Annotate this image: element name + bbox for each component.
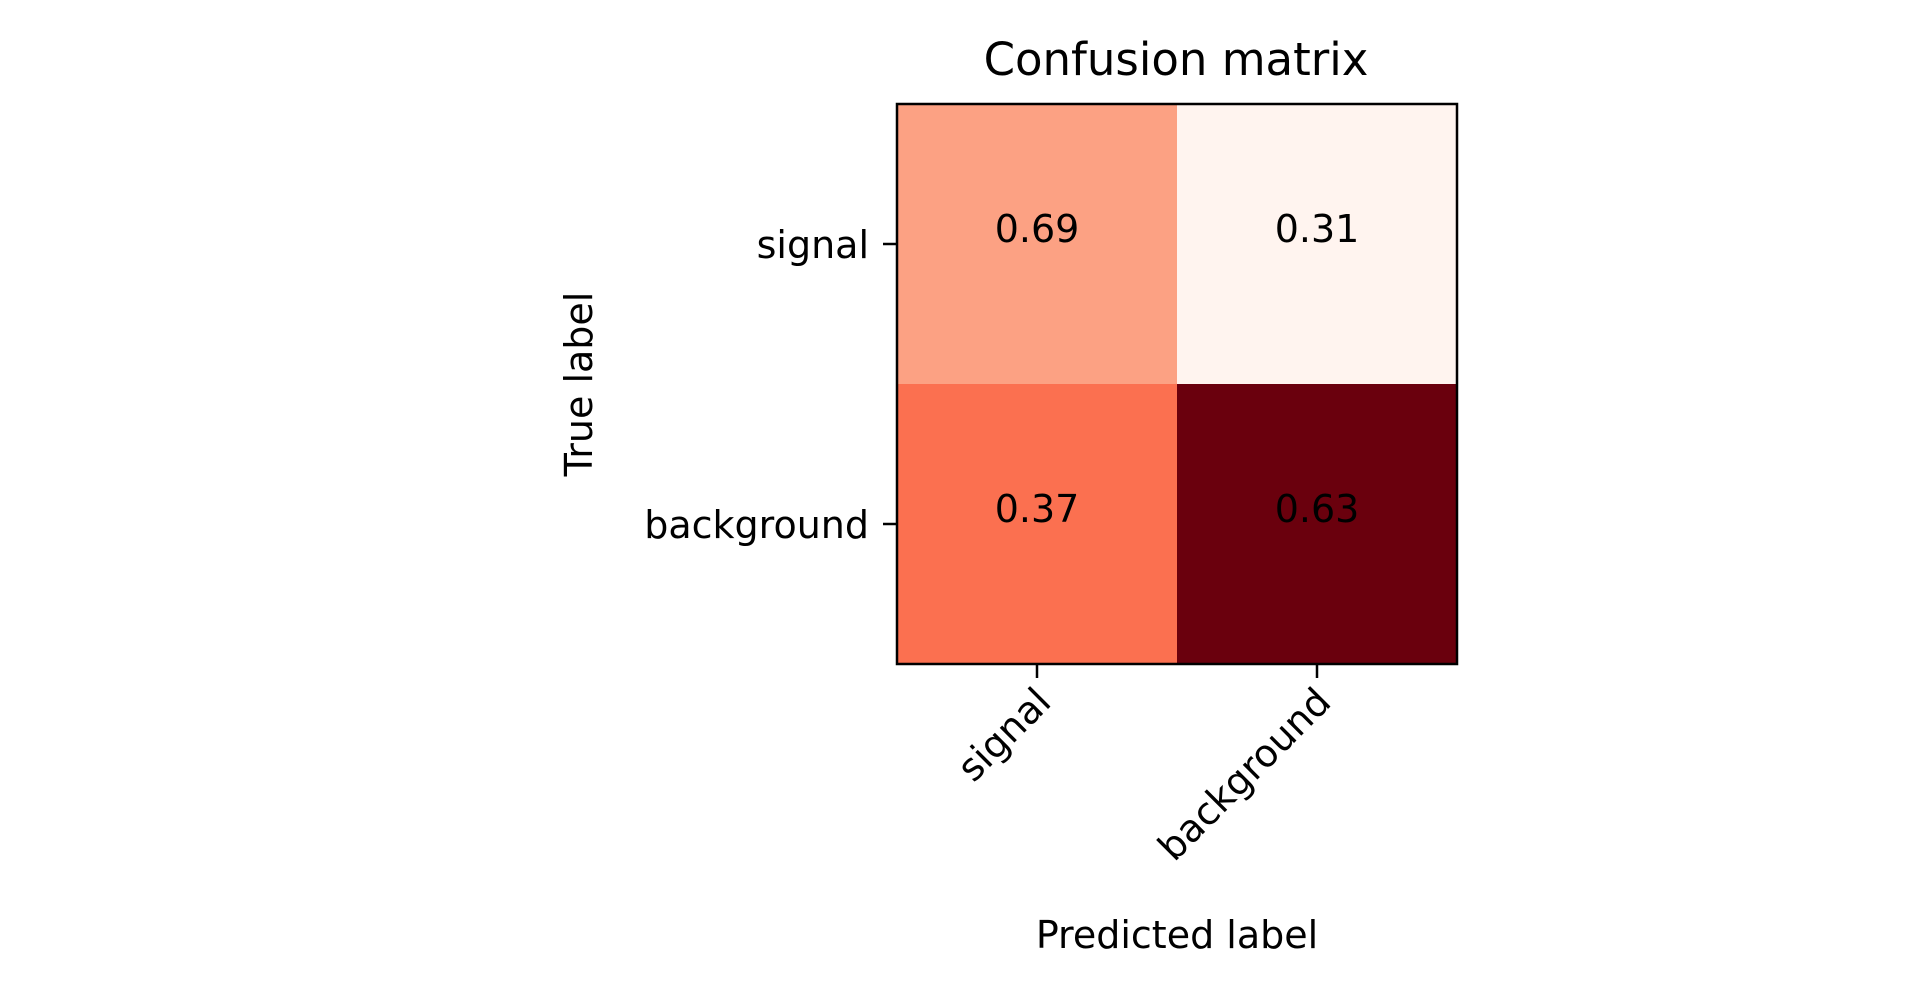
cell-value-labels: 0.69 0.31 0.37 0.63 (995, 207, 1360, 531)
heatmap-cell-signal-signal (897, 104, 1178, 385)
plot-frame (895, 102, 1459, 666)
cell-value-label: 0.63 (1275, 487, 1360, 531)
heatmap-cells (897, 104, 1458, 665)
cell-value-label: 0.69 (995, 207, 1080, 251)
heatmap-cell-signal-background (1177, 104, 1458, 385)
x-tick-label: signal (949, 679, 1060, 790)
y-tick-label: background (644, 503, 869, 547)
chart-title: Confusion matrix (984, 33, 1369, 86)
x-axis-label: Predicted label (1036, 913, 1318, 957)
cell-value-label: 0.31 (1275, 207, 1360, 251)
heatmap-cell-background-background (1177, 384, 1458, 665)
y-tick-label: signal (757, 223, 869, 267)
y-axis-label: True label (557, 292, 601, 478)
y-axis-ticks: signal background (644, 223, 897, 547)
x-axis-ticks: signal background (949, 664, 1339, 869)
x-tick-label: background (1149, 679, 1339, 869)
cell-value-label: 0.37 (995, 487, 1080, 531)
heatmap-cell-background-signal (897, 384, 1178, 665)
